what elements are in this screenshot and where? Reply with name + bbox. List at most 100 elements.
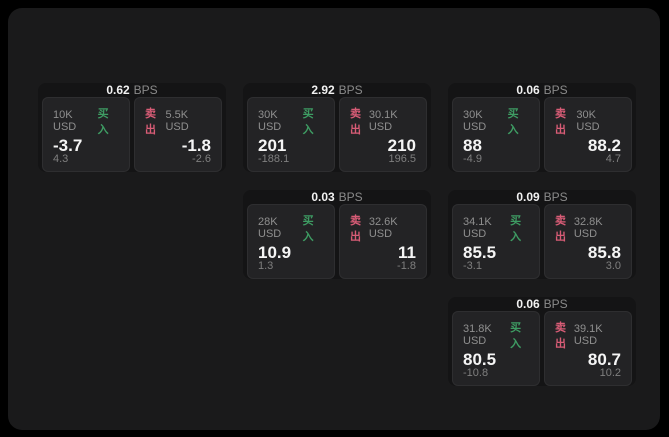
buy-quote-tile[interactable]: 30K USD 买入 201 -188.1 bbox=[247, 97, 335, 172]
sell-side-badge: 卖出 bbox=[555, 108, 566, 136]
bps-suffix-label: BPS bbox=[543, 190, 568, 204]
card-header: 0.09 BPS bbox=[448, 190, 636, 204]
sell-quote-tile[interactable]: 卖出 32.6K USD 11 -1.8 bbox=[339, 204, 427, 279]
buy-tile-header: 10K USD 买入 bbox=[53, 105, 119, 137]
sell-quote-tile[interactable]: 卖出 39.1K USD 80.7 10.2 bbox=[544, 311, 632, 386]
sell-sub-value: 3.0 bbox=[605, 260, 621, 272]
bps-value: 0.03 bbox=[311, 190, 335, 204]
quote-card: 0.03 BPS 28K USD 买入 10.9 1.3 卖出 32.6K US… bbox=[243, 190, 431, 279]
card-body: 30K USD 买入 201 -188.1 卖出 30.1K USD 210 1… bbox=[243, 97, 431, 172]
buy-quote-tile[interactable]: 31.8K USD 买入 80.5 -10.8 bbox=[452, 311, 540, 386]
quote-card: 0.62 BPS 10K USD 买入 -3.7 4.3 卖出 5.5K USD… bbox=[38, 83, 226, 172]
buy-price: 85.5 bbox=[463, 243, 497, 262]
buy-quote-tile[interactable]: 34.1K USD 买入 85.5 -3.1 bbox=[452, 204, 540, 279]
buy-sub-value: -3.1 bbox=[463, 260, 482, 272]
buy-side-badge: 买入 bbox=[510, 322, 522, 350]
sell-sub-value: 196.5 bbox=[388, 153, 416, 165]
quote-card: 0.06 BPS 31.8K USD 买入 80.5 -10.8 卖出 39.1… bbox=[448, 297, 636, 386]
sell-quote-tile[interactable]: 卖出 30.1K USD 210 196.5 bbox=[339, 97, 427, 172]
buy-notional: 28K USD bbox=[258, 216, 282, 240]
sell-price: 88.2 bbox=[587, 136, 621, 155]
buy-sub-value: -10.8 bbox=[463, 367, 489, 379]
bps-value: 0.62 bbox=[106, 83, 130, 97]
sell-price: -1.8 bbox=[181, 136, 211, 155]
card-header: 0.03 BPS bbox=[243, 190, 431, 204]
quote-card: 2.92 BPS 30K USD 买入 201 -188.1 卖出 30.1K … bbox=[243, 83, 431, 172]
sell-notional: 32.6K USD bbox=[368, 216, 398, 240]
buy-side-badge: 买入 bbox=[302, 215, 314, 243]
buy-tile-header: 34.1K USD 买入 bbox=[463, 212, 529, 244]
buy-sub-value: 4.3 bbox=[53, 153, 69, 165]
card-header: 0.06 BPS bbox=[448, 297, 636, 311]
sell-side-badge: 卖出 bbox=[555, 322, 566, 350]
buy-price: -3.7 bbox=[53, 136, 83, 155]
sell-tile-header: 卖出 30.1K USD bbox=[350, 105, 416, 137]
sell-tile-header: 卖出 30K USD bbox=[555, 105, 621, 137]
buy-notional: 34.1K USD bbox=[463, 216, 492, 240]
sell-notional: 32.8K USD bbox=[573, 216, 603, 240]
buy-quote-tile[interactable]: 10K USD 买入 -3.7 4.3 bbox=[42, 97, 130, 172]
sell-price: 80.7 bbox=[587, 350, 621, 369]
buy-notional: 10K USD bbox=[53, 109, 77, 133]
sell-notional: 30.1K USD bbox=[368, 109, 398, 133]
card-body: 28K USD 买入 10.9 1.3 卖出 32.6K USD 11 -1.8 bbox=[243, 204, 431, 279]
quote-card: 0.09 BPS 34.1K USD 买入 85.5 -3.1 卖出 32.8K… bbox=[448, 190, 636, 279]
buy-notional: 30K USD bbox=[258, 109, 282, 133]
buy-price: 88 bbox=[463, 136, 482, 155]
bps-suffix-label: BPS bbox=[338, 83, 363, 97]
bps-suffix-label: BPS bbox=[543, 83, 568, 97]
sell-tile-header: 卖出 32.6K USD bbox=[350, 212, 416, 244]
card-body: 10K USD 买入 -3.7 4.3 卖出 5.5K USD -1.8 -2.… bbox=[38, 97, 226, 172]
sell-tile-header: 卖出 39.1K USD bbox=[555, 319, 621, 351]
buy-tile-header: 28K USD 买入 bbox=[258, 212, 324, 244]
sell-tile-header: 卖出 5.5K USD bbox=[145, 105, 211, 137]
bps-value: 2.92 bbox=[311, 83, 335, 97]
sell-price: 11 bbox=[398, 243, 416, 262]
buy-side-badge: 买入 bbox=[97, 108, 109, 136]
buy-notional: 31.8K USD bbox=[463, 323, 492, 347]
buy-tile-header: 30K USD 买入 bbox=[463, 105, 529, 137]
sell-sub-value: 10.2 bbox=[599, 367, 621, 379]
bps-suffix-label: BPS bbox=[543, 297, 568, 311]
card-header: 0.62 BPS bbox=[38, 83, 226, 97]
buy-notional: 30K USD bbox=[463, 109, 487, 133]
buy-quote-tile[interactable]: 28K USD 买入 10.9 1.3 bbox=[247, 204, 335, 279]
card-body: 31.8K USD 买入 80.5 -10.8 卖出 39.1K USD 80.… bbox=[448, 311, 636, 386]
card-body: 30K USD 买入 88 -4.9 卖出 30K USD 88.2 4.7 bbox=[448, 97, 636, 172]
sell-notional: 39.1K USD bbox=[573, 323, 603, 347]
bps-suffix-label: BPS bbox=[338, 190, 363, 204]
card-header: 0.06 BPS bbox=[448, 83, 636, 97]
sell-quote-tile[interactable]: 卖出 5.5K USD -1.8 -2.6 bbox=[134, 97, 222, 172]
bps-value: 0.06 bbox=[516, 297, 540, 311]
sell-quote-tile[interactable]: 卖出 32.8K USD 85.8 3.0 bbox=[544, 204, 632, 279]
bps-suffix-label: BPS bbox=[133, 83, 158, 97]
sell-side-badge: 卖出 bbox=[145, 108, 156, 136]
buy-price: 80.5 bbox=[463, 350, 497, 369]
sell-notional: 5.5K USD bbox=[165, 109, 189, 133]
sell-side-badge: 卖出 bbox=[350, 215, 361, 243]
card-body: 34.1K USD 买入 85.5 -3.1 卖出 32.8K USD 85.8… bbox=[448, 204, 636, 279]
buy-tile-header: 31.8K USD 买入 bbox=[463, 319, 529, 351]
buy-side-badge: 买入 bbox=[507, 108, 519, 136]
card-header: 2.92 BPS bbox=[243, 83, 431, 97]
sell-sub-value: -2.6 bbox=[192, 153, 211, 165]
buy-side-badge: 买入 bbox=[510, 215, 522, 243]
sell-sub-value: 4.7 bbox=[605, 153, 621, 165]
sell-tile-header: 卖出 32.8K USD bbox=[555, 212, 621, 244]
buy-sub-value: -4.9 bbox=[463, 153, 482, 165]
sell-sub-value: -1.8 bbox=[397, 260, 416, 272]
sell-price: 85.8 bbox=[587, 243, 621, 262]
buy-price: 201 bbox=[258, 136, 287, 155]
buy-sub-value: -188.1 bbox=[258, 153, 290, 165]
sell-side-badge: 卖出 bbox=[555, 215, 566, 243]
quote-card: 0.06 BPS 30K USD 买入 88 -4.9 卖出 30K USD 8… bbox=[448, 83, 636, 172]
trading-quotes-panel: 0.62 BPS 10K USD 买入 -3.7 4.3 卖出 5.5K USD… bbox=[8, 8, 660, 430]
buy-tile-header: 30K USD 买入 bbox=[258, 105, 324, 137]
buy-quote-tile[interactable]: 30K USD 买入 88 -4.9 bbox=[452, 97, 540, 172]
buy-price: 10.9 bbox=[258, 243, 292, 262]
bps-value: 0.06 bbox=[516, 83, 540, 97]
sell-notional: 30K USD bbox=[576, 109, 600, 133]
buy-side-badge: 买入 bbox=[302, 108, 314, 136]
sell-quote-tile[interactable]: 卖出 30K USD 88.2 4.7 bbox=[544, 97, 632, 172]
